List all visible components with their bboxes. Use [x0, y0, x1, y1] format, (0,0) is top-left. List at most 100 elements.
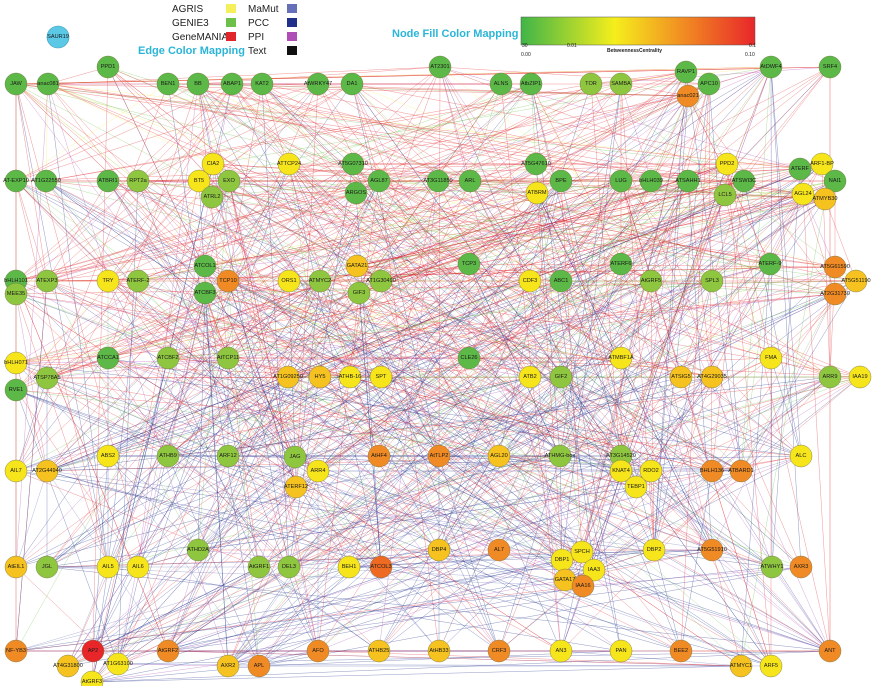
network-node[interactable]: ATERF-9: [759, 252, 782, 276]
network-node[interactable]: ATBRI1: [96, 169, 120, 193]
network-node[interactable]: ATB2: [518, 365, 542, 389]
network-node[interactable]: SRF4: [818, 55, 842, 79]
network-node[interactable]: ARF5: [759, 654, 783, 678]
network-node[interactable]: APC10: [697, 72, 721, 96]
network-node[interactable]: IAA3: [582, 558, 606, 582]
network-node[interactable]: TRY: [96, 269, 120, 293]
network-node[interactable]: AT2301: [428, 55, 452, 79]
network-node[interactable]: ATERF6: [609, 252, 633, 276]
network-node[interactable]: ALNS: [489, 72, 513, 96]
network-node[interactable]: NAI1: [823, 169, 847, 193]
network-node[interactable]: anac021: [676, 84, 700, 108]
network-node[interactable]: ATSP78A5: [33, 366, 61, 390]
network-node[interactable]: AT5G51190: [841, 269, 871, 293]
network-node[interactable]: ATMYC1: [729, 654, 753, 678]
network-node[interactable]: SPL3: [700, 269, 724, 293]
network-node[interactable]: AtEIL1: [4, 555, 28, 579]
network-node[interactable]: ATBRM: [525, 181, 549, 205]
network-node[interactable]: ATHMG-box: [545, 444, 576, 468]
network-node[interactable]: JAG: [283, 445, 307, 469]
network-node[interactable]: ATSWI3C: [732, 169, 756, 193]
network-node[interactable]: AT1G09250: [273, 365, 303, 389]
network-node[interactable]: AP2: [81, 639, 105, 663]
network-node[interactable]: ATRL2: [200, 185, 224, 209]
network-node[interactable]: ATMYB30: [812, 187, 838, 211]
network-node[interactable]: ARF1-BP: [810, 152, 834, 176]
network-node[interactable]: AGL20: [487, 444, 511, 468]
network-node[interactable]: DBP4: [427, 538, 451, 562]
network-node[interactable]: ARF12: [216, 444, 240, 468]
network-node[interactable]: DEL3: [277, 555, 301, 579]
network-node[interactable]: anac081: [36, 72, 60, 96]
network-node[interactable]: ATHB-16: [339, 365, 362, 389]
network-node[interactable]: ATERF: [788, 157, 812, 181]
network-node[interactable]: ATCOL1: [193, 254, 217, 278]
network-node[interactable]: ATHB9: [156, 444, 180, 468]
network-node[interactable]: ATHB25: [367, 639, 391, 663]
network-node[interactable]: RPT2a: [126, 169, 150, 193]
network-node[interactable]: GATA21: [345, 254, 369, 278]
network-node[interactable]: TOR: [579, 72, 603, 96]
network-node[interactable]: BT5: [187, 169, 211, 193]
network-node[interactable]: ATHD2A: [186, 538, 210, 562]
network-node[interactable]: ATERF-2: [127, 269, 150, 293]
network-node[interactable]: BPE: [549, 169, 573, 193]
network-node[interactable]: ATMYC2: [308, 269, 332, 293]
isolated-node[interactable]: SAUR19: [46, 25, 70, 49]
network-node[interactable]: ATSAHH1: [675, 169, 701, 193]
network-node[interactable]: ARGOS: [344, 181, 368, 205]
network-node[interactable]: AT3G11850: [423, 169, 453, 193]
network-node[interactable]: AIL7: [4, 459, 28, 483]
network-node[interactable]: ATSIG5: [669, 365, 693, 389]
network-node[interactable]: IAA16: [571, 574, 595, 598]
network-node[interactable]: LUG: [609, 169, 633, 193]
network-node[interactable]: AtTLP2: [427, 444, 451, 468]
network-node[interactable]: ARR4: [306, 459, 330, 483]
network-node[interactable]: KAT2: [250, 72, 274, 96]
network-node[interactable]: PPD1: [96, 55, 120, 79]
network-node[interactable]: AtDWF4: [759, 55, 783, 79]
network-node[interactable]: AT4G31800: [53, 654, 83, 678]
network-node[interactable]: AtGRF2: [156, 639, 180, 663]
network-node[interactable]: RAVP1: [674, 60, 698, 84]
network-node[interactable]: PAN: [609, 639, 633, 663]
network-node[interactable]: APL: [247, 654, 271, 678]
network-node[interactable]: CIA2: [201, 152, 225, 176]
network-node[interactable]: ATWHY1: [761, 555, 784, 579]
network-node[interactable]: AtGRF5: [639, 269, 663, 293]
network-node[interactable]: ATCBF2: [156, 346, 180, 370]
network-node[interactable]: SAMBA: [609, 72, 633, 96]
network-node[interactable]: AXR3: [789, 555, 813, 579]
network-node[interactable]: HY5: [308, 365, 332, 389]
network-node[interactable]: ATBARD1: [728, 459, 754, 483]
network-node[interactable]: JAW: [4, 72, 28, 96]
network-node[interactable]: NF-YB3: [4, 639, 28, 663]
network-node[interactable]: AT5G61590: [820, 255, 850, 279]
network-node[interactable]: AXR2: [216, 654, 240, 678]
network-node[interactable]: AT5G51910: [697, 538, 727, 562]
network-node[interactable]: JGL: [35, 555, 59, 579]
network-node[interactable]: TCP3: [457, 252, 481, 276]
network-node[interactable]: ATCCA1: [96, 346, 120, 370]
network-node[interactable]: GIF3: [347, 281, 371, 305]
network-node[interactable]: AN3: [549, 639, 573, 663]
network-node[interactable]: KNAT4: [609, 459, 633, 483]
network-node[interactable]: ANT: [818, 639, 842, 663]
network-node[interactable]: AtTCP11: [216, 346, 240, 370]
network-node[interactable]: ATEXP3: [35, 269, 59, 293]
network-node[interactable]: AIL5: [96, 555, 120, 579]
network-node[interactable]: AIL6: [126, 555, 150, 579]
network-node[interactable]: ATTCP24: [277, 152, 301, 176]
network-node[interactable]: BEH1: [337, 555, 361, 579]
network-node[interactable]: BHLH136: [700, 459, 724, 483]
network-node[interactable]: BEN1: [156, 72, 180, 96]
network-node[interactable]: ABS2: [96, 444, 120, 468]
network-node[interactable]: TEBP1: [624, 475, 648, 499]
network-node[interactable]: TCP10: [216, 269, 240, 293]
network-node[interactable]: ARR9: [818, 365, 842, 389]
network-node[interactable]: BB: [186, 72, 210, 96]
network-node[interactable]: DA1: [340, 72, 364, 96]
network-node[interactable]: AT1G22550: [31, 169, 61, 193]
network-node[interactable]: BEE2: [669, 639, 693, 663]
network-node[interactable]: AT2G44940: [32, 459, 62, 483]
